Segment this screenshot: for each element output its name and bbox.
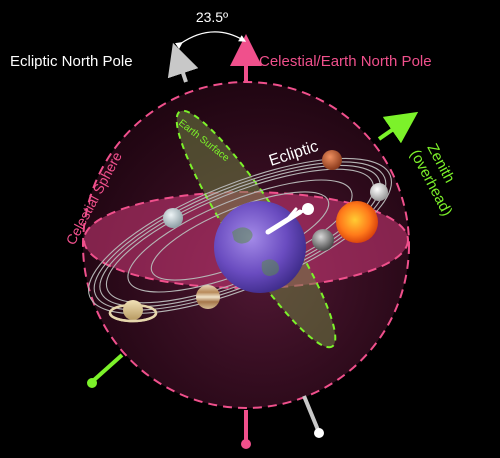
nadir-dot bbox=[87, 378, 97, 388]
jupiter bbox=[196, 285, 220, 309]
earth-landmass bbox=[232, 227, 279, 276]
tilt-angle-arc bbox=[174, 31, 247, 50]
zenith-arrow bbox=[377, 111, 419, 144]
celestial-north-pole-label: Celestial/Earth North Pole bbox=[259, 53, 432, 70]
tilt-angle-label: 23.5º bbox=[196, 9, 228, 25]
observer bbox=[265, 203, 314, 235]
sun bbox=[336, 201, 378, 243]
celestial-south-pole-dot bbox=[241, 439, 251, 449]
moon bbox=[312, 229, 334, 251]
saturn bbox=[108, 300, 158, 323]
ecliptic-south-pole-line bbox=[302, 395, 320, 431]
uranus bbox=[163, 208, 183, 228]
venus bbox=[370, 183, 388, 201]
mars bbox=[322, 150, 342, 170]
nadir-line bbox=[92, 353, 124, 382]
ecliptic-north-pole-arrow bbox=[167, 42, 199, 83]
ecliptic-south-pole-dot bbox=[314, 428, 324, 438]
ecliptic-north-pole-label: Ecliptic North Pole bbox=[10, 53, 133, 70]
